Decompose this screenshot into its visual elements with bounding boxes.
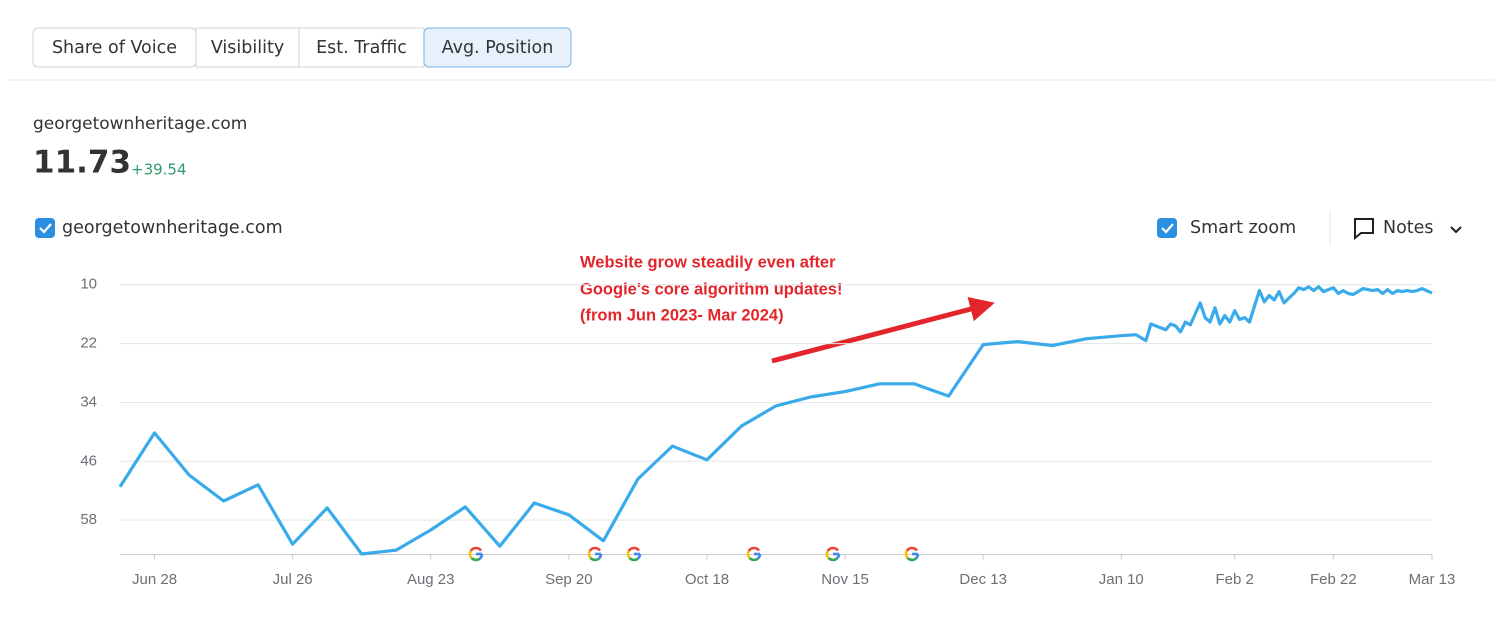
- x-tick-label: Feb 2: [1216, 571, 1254, 588]
- icon-arc: [748, 557, 759, 562]
- y-tick-label: 58: [80, 511, 97, 528]
- google-update-icon: [587, 546, 603, 562]
- smart-zoom-label: Smart zoom: [1190, 218, 1296, 238]
- check: [1161, 223, 1174, 234]
- icon-arc: [826, 546, 840, 552]
- icon-arc: [627, 546, 641, 552]
- x-tick-label: Feb 22: [1310, 571, 1357, 588]
- metric-change: +39.54: [131, 161, 187, 179]
- x-tick-label: Aug 23: [407, 571, 455, 588]
- tab-label[interactable]: Visibility: [211, 38, 284, 58]
- notes-button[interactable]: Notes: [1354, 218, 1462, 241]
- legend-item[interactable]: georgetownheritage.com: [35, 218, 283, 238]
- x-tick-label: Sep 20: [545, 571, 593, 588]
- check: [39, 223, 52, 234]
- icon-arc: [747, 546, 761, 552]
- icon-arc: [628, 557, 639, 562]
- domain: georgetownheritage.com: [33, 114, 247, 134]
- icon-arc: [746, 550, 751, 559]
- chevron: [1450, 226, 1462, 234]
- y-tick-label: 10: [80, 276, 97, 293]
- tab-label[interactable]: Avg. Position: [442, 38, 554, 58]
- tab[interactable]: [423, 27, 572, 68]
- icon-arc: [468, 550, 473, 559]
- annotation: Google's core algorithm updates!: [580, 280, 842, 298]
- series-line: [118, 285, 1433, 556]
- google-update-icon: [626, 546, 642, 562]
- icon-arc: [904, 550, 909, 559]
- y-tick-label: 46: [80, 452, 97, 469]
- metric-value: 11.73: [33, 145, 131, 181]
- y-tick-label: 22: [80, 335, 97, 352]
- notes-icon: [1354, 218, 1374, 241]
- y-tick-label: 34: [80, 393, 97, 410]
- x-tick-label: Mar 13: [1409, 571, 1456, 588]
- x-tick-label: Jan 10: [1099, 571, 1144, 588]
- icon-arc: [470, 557, 481, 562]
- tab-label[interactable]: Share of Voice: [52, 38, 177, 58]
- tab[interactable]: [298, 27, 425, 68]
- annotation: Website grow steadily even after: [580, 253, 836, 271]
- icon-arc: [906, 557, 917, 562]
- x-tick-label: Jun 28: [132, 571, 177, 588]
- notes-label: Notes: [1383, 218, 1434, 238]
- annotation: (from Jun 2023- Mar 2024): [580, 306, 784, 324]
- tab-label[interactable]: Est. Traffic: [316, 38, 407, 58]
- icon-arc: [469, 546, 483, 552]
- icon-arc: [587, 550, 592, 559]
- x-tick-label: Jul 26: [273, 571, 313, 588]
- google-update-icon: [825, 546, 841, 562]
- icon-arc: [905, 546, 919, 552]
- google-update-icon: [904, 546, 920, 562]
- legend-label: georgetownheritage.com: [62, 218, 283, 238]
- google-update-icon: [468, 546, 484, 562]
- google-update-icon: [746, 546, 762, 562]
- icon-arc: [626, 550, 631, 559]
- icon-arc: [589, 557, 600, 562]
- smart-zoom[interactable]: Smart zoom: [1157, 218, 1296, 238]
- icon-arc: [825, 550, 830, 559]
- tab[interactable]: [195, 27, 300, 68]
- annotation-arrow: [771, 296, 995, 364]
- x-tick-label: Nov 15: [821, 571, 869, 588]
- icon-arc: [588, 546, 602, 552]
- x-tick-label: Oct 18: [685, 571, 729, 588]
- icon-arc: [827, 557, 838, 562]
- checkbox[interactable]: [35, 218, 55, 238]
- checkbox[interactable]: [1157, 218, 1177, 238]
- x-tick-label: Dec 13: [959, 571, 1007, 588]
